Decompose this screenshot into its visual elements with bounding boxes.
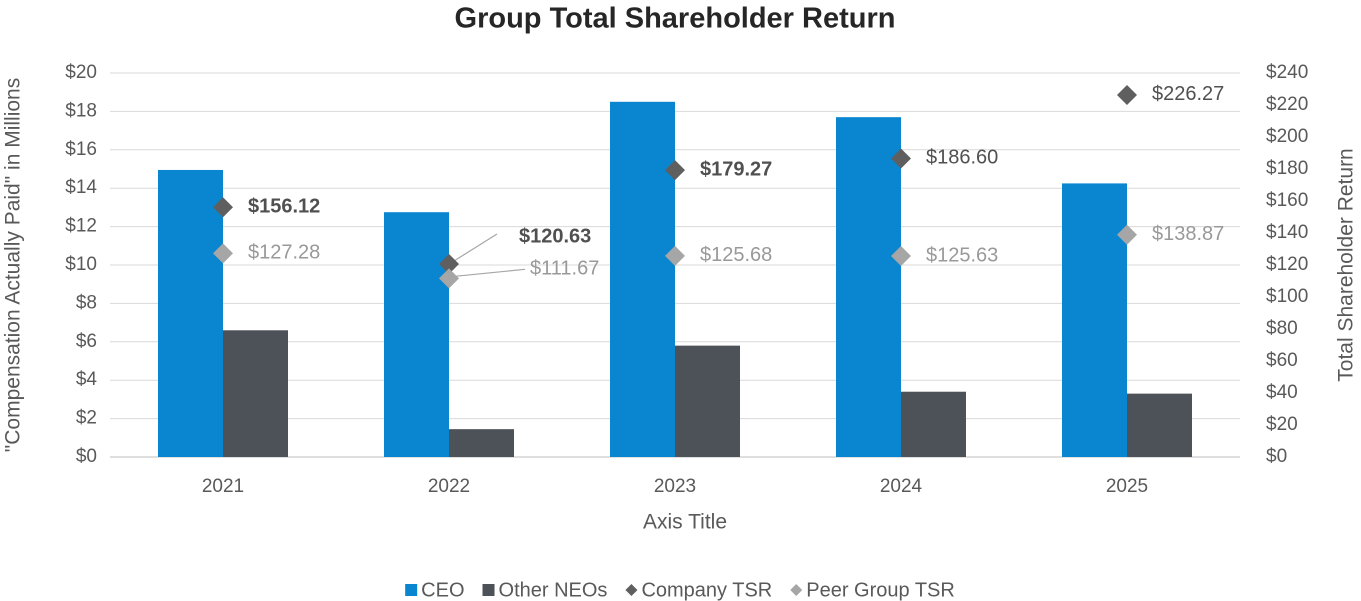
- y-tick-label: $14: [65, 177, 97, 198]
- y2-tick-label: $160: [1266, 190, 1308, 211]
- marker: [665, 245, 685, 266]
- y-tick-label: $10: [65, 254, 97, 275]
- bar: [449, 429, 514, 457]
- leader-line: [453, 233, 498, 262]
- y2-tick-label: $100: [1266, 286, 1308, 307]
- data-label: $186.60: [926, 147, 998, 169]
- data-label: $125.63: [926, 244, 998, 266]
- legend: CEO Other NEOs Company TSR Peer Group TSR: [405, 579, 955, 601]
- marker: [891, 148, 911, 169]
- x-tick-label: 2021: [202, 476, 244, 497]
- y2-tick-label: $60: [1266, 350, 1298, 371]
- marker: [213, 197, 233, 218]
- legend-swatch: [405, 584, 418, 596]
- data-label: $179.27: [700, 158, 772, 180]
- marker: [213, 243, 233, 264]
- y-tick-label: $20: [65, 62, 97, 83]
- data-label: $127.28: [248, 242, 320, 264]
- y-tick-label: $8: [76, 292, 97, 313]
- bar: [836, 117, 901, 457]
- bar: [901, 391, 966, 457]
- y2-axis-title: Total Shareholder Return: [1335, 148, 1358, 381]
- x-axis-title: Axis Title: [643, 511, 727, 534]
- bar: [1062, 183, 1127, 457]
- y2-tick-label: $0: [1266, 446, 1287, 467]
- data-label: $111.67: [530, 258, 599, 280]
- y-tick-label: $4: [76, 369, 98, 390]
- y2-tick-label: $20: [1266, 414, 1298, 435]
- y-axis-title: "Compensation Actually Paid" in Millions: [2, 78, 25, 452]
- marker: [1117, 84, 1137, 105]
- data-label: $156.12: [248, 195, 320, 217]
- legend-label: Other NEOs: [499, 579, 608, 601]
- x-tick-label: 2025: [1106, 476, 1148, 497]
- bar: [675, 345, 740, 457]
- legend-swatch: [790, 584, 803, 596]
- y-tick-label: $16: [65, 139, 97, 160]
- bar: [223, 330, 288, 457]
- data-label: $226.27: [1152, 83, 1224, 105]
- leader-line: [454, 268, 526, 277]
- marker: [665, 160, 685, 181]
- x-tick-label: 2023: [654, 476, 696, 497]
- y2-tick-label: $40: [1266, 382, 1298, 403]
- x-tick-label: 2022: [428, 476, 470, 497]
- legend-label: CEO: [421, 579, 464, 601]
- y2-tick-label: $140: [1266, 222, 1308, 243]
- y2-tick-label: $120: [1266, 254, 1308, 275]
- data-label: $138.87: [1152, 223, 1224, 245]
- marker: [891, 245, 911, 266]
- bar: [384, 212, 449, 457]
- y2-tick-label: $200: [1266, 126, 1308, 147]
- y2-tick-label: $240: [1266, 62, 1308, 83]
- bar: [610, 101, 675, 458]
- marker: [1117, 224, 1137, 245]
- legend-label: Company TSR: [641, 579, 772, 601]
- y2-tick-label: $80: [1266, 318, 1298, 339]
- chart-title: Group Total Shareholder Return: [455, 3, 896, 35]
- y2-tick-label: $180: [1266, 158, 1308, 179]
- y-tick-label: $18: [65, 100, 97, 121]
- data-label: $125.68: [700, 244, 772, 266]
- y-tick-label: $0: [76, 446, 97, 467]
- y-tick-label: $6: [76, 331, 97, 352]
- y-tick-label: $2: [76, 408, 97, 429]
- marker: [439, 253, 459, 274]
- legend-swatch: [625, 584, 638, 596]
- data-label: $120.63: [519, 225, 591, 247]
- y-tick-label: $12: [65, 216, 97, 237]
- x-tick-label: 2024: [880, 476, 923, 497]
- legend-swatch: [482, 584, 495, 596]
- marker: [439, 268, 459, 289]
- legend-label: Peer Group TSR: [806, 579, 955, 601]
- bar: [1127, 393, 1192, 457]
- bar: [158, 169, 223, 457]
- y2-tick-label: $220: [1266, 94, 1308, 115]
